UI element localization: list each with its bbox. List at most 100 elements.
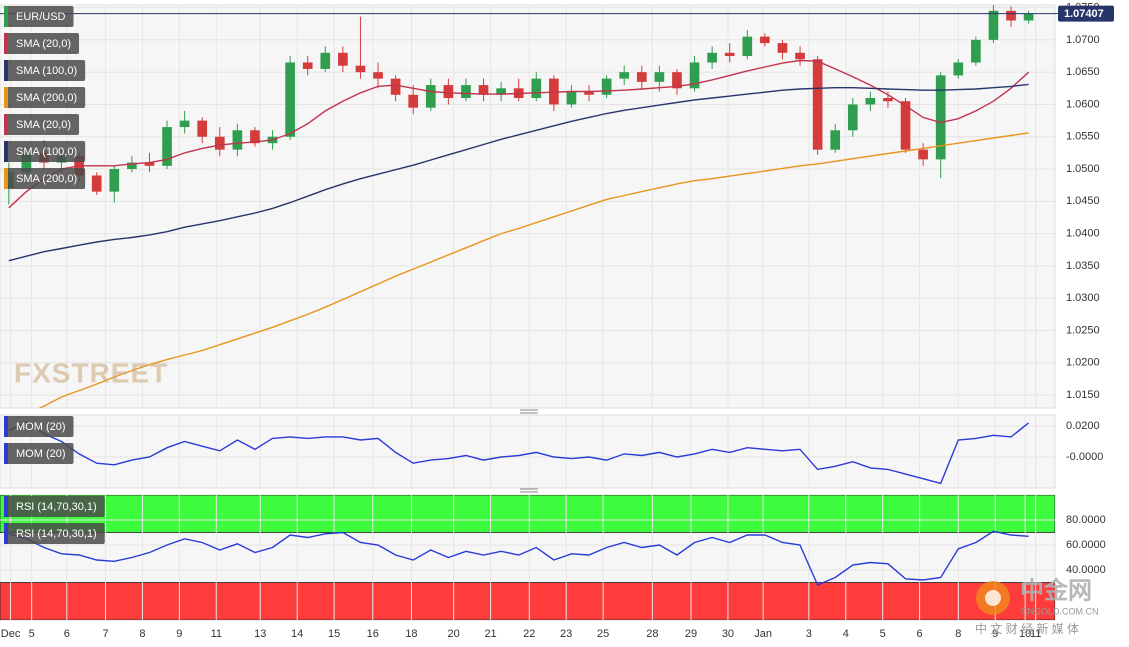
- x-tick-label: 11: [1030, 628, 1041, 640]
- candle-body: [461, 85, 471, 98]
- legend-box: [4, 496, 105, 517]
- x-tick-label: 11: [211, 628, 222, 640]
- x-tick-label: 6: [917, 628, 923, 640]
- candle-body: [953, 62, 964, 76]
- y-tick-label: 1.0450: [1066, 195, 1100, 207]
- x-tick-label: 25: [597, 628, 609, 640]
- candle-body: [777, 43, 788, 53]
- legend-label: RSI (14,70,30,1): [16, 528, 97, 540]
- x-tick-label: 16: [367, 628, 379, 640]
- candle-body: [935, 75, 946, 160]
- candle-body: [654, 72, 665, 82]
- legend-label: SMA (100,0): [16, 146, 77, 158]
- x-tick-label: 13: [254, 628, 266, 640]
- badge-logo-inner: [985, 590, 1001, 606]
- candle-body: [91, 175, 102, 192]
- legend-label: RSI (14,70,30,1): [16, 501, 97, 513]
- panel: [0, 495, 1055, 620]
- y-tick-label: 1.0550: [1066, 131, 1100, 143]
- legend-label: EUR/USD: [16, 11, 66, 23]
- candle-body: [355, 65, 366, 73]
- y-tick-label: 1.0200: [1066, 357, 1100, 369]
- x-tick-label: 20: [448, 628, 460, 640]
- legend-box: [4, 87, 86, 108]
- legend-label: MOM (20): [16, 421, 66, 433]
- candle-body: [425, 85, 436, 108]
- legend-box: [4, 443, 74, 464]
- x-tick-label: 9: [176, 628, 182, 640]
- candle-body: [1023, 13, 1034, 21]
- series-line: [38, 132, 1029, 408]
- y-tick-label: 40.0000: [1066, 564, 1106, 576]
- y-tick-label: 1.0300: [1066, 292, 1100, 304]
- candle-body: [760, 36, 770, 44]
- candle-body: [302, 62, 313, 69]
- x-tick-label: 8: [955, 628, 961, 640]
- y-tick-label: 1.0700: [1066, 34, 1100, 46]
- y-tick-label: 80.0000: [1066, 514, 1106, 526]
- series-line: [8, 59, 1030, 209]
- candle-body: [390, 78, 401, 95]
- x-tick-label: 5: [29, 628, 35, 640]
- x-tick-label: 15: [328, 628, 340, 640]
- candle-body: [707, 52, 717, 63]
- y-tick-label: 0.0200: [1066, 420, 1100, 432]
- legend-box: [4, 168, 86, 189]
- candle-body: [601, 78, 612, 95]
- legend-swatch: [4, 141, 8, 162]
- candle-body: [830, 130, 841, 150]
- legend-box: [4, 60, 86, 81]
- x-tick-label: Jan: [754, 628, 772, 640]
- panel: [0, 415, 1055, 488]
- candle-body: [795, 52, 805, 60]
- candle-body: [478, 85, 489, 95]
- candle-body: [197, 120, 208, 137]
- series-line: [8, 530, 1029, 586]
- candle-body: [531, 78, 542, 98]
- x-tick-label: 3: [806, 628, 812, 640]
- candle-body: [883, 98, 893, 102]
- y-tick-label: 1.0350: [1066, 260, 1100, 272]
- panel-handle: [520, 409, 538, 493]
- candle-body: [971, 39, 981, 63]
- candle-body: [865, 98, 876, 105]
- x-tick-label: 22: [523, 628, 535, 640]
- candle-body: [584, 91, 594, 95]
- legend-swatch: [4, 6, 8, 27]
- x-tick-label: 18: [405, 628, 417, 640]
- legend-label: MOM (20): [16, 448, 66, 460]
- candle-body: [373, 72, 383, 79]
- last-price-box: [1058, 5, 1114, 22]
- candle-body: [636, 72, 647, 82]
- candle-body: [320, 52, 331, 69]
- legend-box: [4, 141, 86, 162]
- x-tick-label: 6: [64, 628, 70, 640]
- legend-swatch: [4, 523, 8, 544]
- y-tick-label: -0.0000: [1066, 451, 1103, 463]
- x-tick-label: 29: [685, 628, 697, 640]
- badge-site: CNGOLD.COM.CN: [1021, 606, 1099, 616]
- candle-body: [285, 62, 295, 137]
- legend-box: [4, 523, 105, 544]
- candle-body: [144, 162, 155, 166]
- legend-label: SMA (20,0): [16, 38, 71, 50]
- series-line: [8, 83, 1029, 262]
- candle-body: [179, 120, 190, 128]
- legend-swatch: [4, 33, 8, 54]
- rsi-zone: [0, 582, 1055, 620]
- candle-body: [672, 72, 682, 89]
- y-tick-label: 60.0000: [1066, 539, 1106, 551]
- series-line: [8, 420, 1030, 485]
- panel-background: [0, 4, 1056, 409]
- candle-body: [21, 152, 32, 173]
- legend-label: SMA (20,0): [16, 119, 71, 131]
- legend-box: [4, 33, 80, 54]
- x-tick-label: 28: [646, 628, 658, 640]
- candle-body: [232, 130, 243, 150]
- badge-title: 中金网: [1020, 576, 1092, 604]
- candle-body: [162, 127, 172, 166]
- y-tick-label: 1.0250: [1066, 324, 1100, 336]
- x-tick-label: 23: [560, 628, 572, 640]
